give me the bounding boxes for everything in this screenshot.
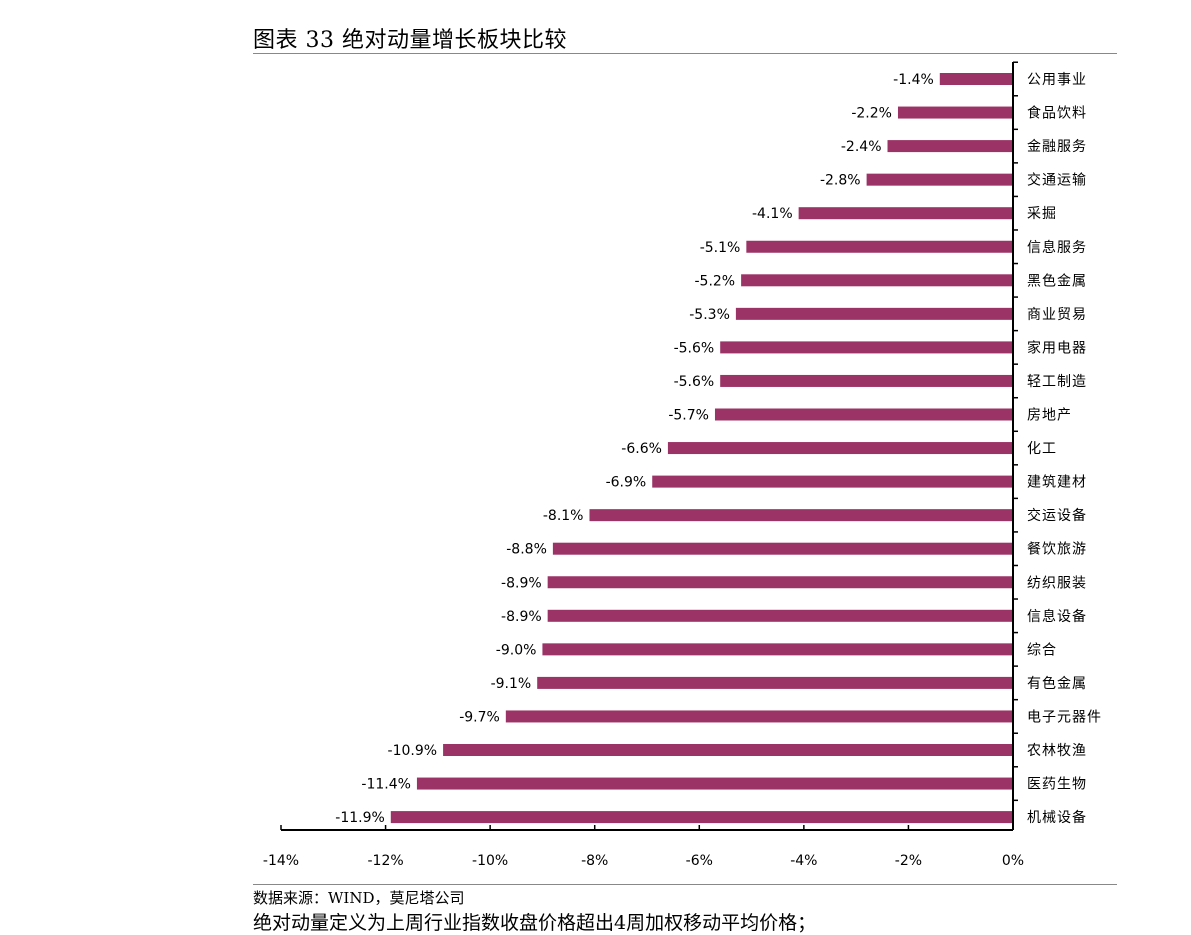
category-label: 金融服务 (1027, 139, 1087, 155)
bar (741, 274, 1013, 287)
category-label: 机械设备 (1027, 809, 1087, 826)
data-label: -4.1% (752, 206, 793, 222)
data-label: -5.6% (674, 340, 715, 356)
bar (720, 374, 1013, 387)
data-label: -9.0% (496, 642, 537, 658)
bar (652, 475, 1013, 488)
data-label: -6.9% (606, 475, 647, 491)
data-label: -8.9% (501, 575, 542, 591)
category-label: 交通运输 (1027, 172, 1087, 189)
value-axis-tick-label: -8% (581, 853, 608, 869)
value-axis-tick-label: 0% (1002, 853, 1024, 869)
bar (589, 509, 1013, 522)
data-label: -8.8% (506, 542, 547, 558)
bar (547, 576, 1013, 589)
data-label: -10.9% (388, 743, 438, 759)
bar (720, 341, 1013, 354)
category-label: 纺织服装 (1027, 575, 1087, 591)
data-label: -9.1% (491, 676, 532, 692)
bar (505, 710, 1013, 723)
bar (897, 106, 1013, 119)
category-label: 食品饮料 (1027, 105, 1087, 122)
category-label: 房地产 (1027, 408, 1072, 424)
data-label: -5.7% (668, 408, 709, 424)
value-axis-tick-label: -10% (472, 853, 508, 869)
footnote: 绝对动量定义为上周行业指数收盘价格超出4周加权移动平均价格； (253, 912, 817, 934)
data-label: -2.2% (851, 106, 892, 122)
category-label: 商业贸易 (1027, 307, 1087, 323)
data-label: -11.9% (335, 810, 385, 826)
data-label: -6.6% (621, 441, 662, 457)
bar (416, 777, 1013, 790)
data-label: -1.4% (893, 72, 934, 88)
bar (866, 173, 1013, 186)
bar (798, 207, 1013, 220)
bar (939, 73, 1013, 85)
category-label: 建筑建材 (1027, 475, 1087, 491)
data-label: -8.1% (543, 508, 584, 524)
category-label: 信息设备 (1027, 608, 1087, 625)
bar (390, 811, 1013, 824)
category-label: 电子元器件 (1027, 709, 1102, 725)
bar (746, 240, 1013, 253)
category-label: 有色金属 (1027, 675, 1087, 692)
category-label: 餐饮旅游 (1027, 542, 1087, 558)
category-label: 交运设备 (1027, 507, 1087, 524)
category-label: 信息服务 (1027, 239, 1087, 256)
value-axis-tick-label: -12% (367, 853, 403, 869)
value-axis-tick-label: -4% (790, 853, 817, 869)
category-label: 轻工制造 (1027, 374, 1087, 390)
category-label: 化工 (1027, 441, 1057, 457)
bar (735, 307, 1013, 320)
bar (714, 408, 1013, 421)
category-label: 采掘 (1027, 206, 1057, 222)
category-label: 医药生物 (1027, 777, 1087, 793)
category-label: 黑色金属 (1027, 272, 1087, 289)
figure-title: 图表 33 绝对动量增长板块比较 (253, 28, 567, 53)
value-axis-tick-label: -6% (686, 853, 713, 869)
category-label: 公用事业 (1027, 72, 1087, 88)
data-label: -2.8% (820, 173, 861, 189)
bar (552, 542, 1013, 555)
bar (542, 643, 1013, 656)
data-label: -5.3% (689, 307, 730, 323)
data-label: -8.9% (501, 609, 542, 625)
data-label: -5.2% (694, 273, 735, 289)
data-label: -11.4% (361, 777, 411, 793)
category-label: 家用电器 (1027, 339, 1087, 356)
category-label: 农林牧渔 (1027, 743, 1087, 759)
bar (443, 744, 1014, 756)
bottom-rule (253, 884, 1117, 885)
top-rule (253, 53, 1117, 54)
data-label: -2.4% (841, 139, 882, 155)
value-axis-tick-label: -14% (263, 853, 299, 869)
value-axis-tick-label: -2% (895, 853, 922, 869)
data-label: -9.7% (459, 709, 500, 725)
bar (887, 140, 1013, 153)
category-label: 综合 (1027, 642, 1057, 658)
bar (547, 609, 1013, 622)
data-label: -5.6% (674, 374, 715, 390)
bar (537, 676, 1013, 689)
data-source: 数据来源：WIND，莫尼塔公司 (253, 889, 465, 907)
bar (667, 442, 1013, 455)
data-label: -5.1% (700, 240, 741, 256)
